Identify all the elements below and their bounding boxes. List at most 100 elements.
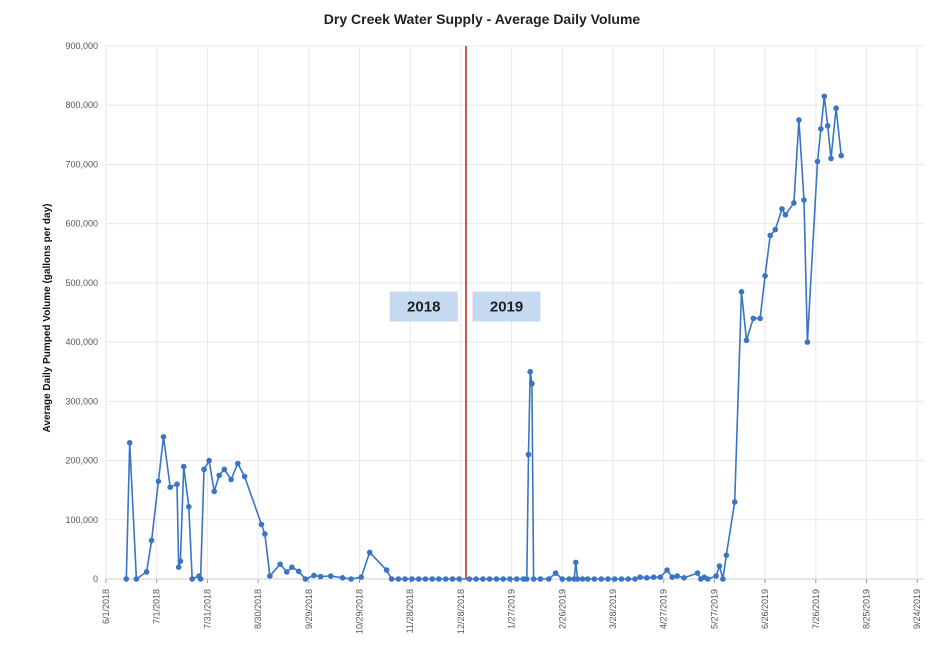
x-tick-label: 3/28/2019 — [608, 589, 618, 629]
data-point — [743, 337, 750, 344]
data-point — [262, 531, 268, 537]
data-point — [821, 93, 828, 100]
year-annotation-label: 2018 — [407, 299, 440, 316]
data-point — [657, 574, 664, 580]
x-tick-label: 7/26/2019 — [811, 589, 821, 629]
data-point — [466, 576, 473, 582]
data-point — [311, 572, 317, 579]
year-annotation: 2019 — [472, 291, 541, 322]
data-point — [738, 289, 745, 295]
x-tick-label: 6/26/2019 — [760, 589, 770, 629]
data-point — [669, 574, 675, 580]
data-point — [762, 273, 768, 279]
y-tick-label: 800,000 — [65, 100, 98, 110]
data-point — [415, 576, 422, 582]
data-point — [637, 574, 643, 580]
data-point — [584, 576, 591, 582]
data-point — [529, 380, 535, 387]
data-point — [235, 460, 241, 467]
chart-title: Dry Creek Water Supply - Average Daily V… — [324, 11, 641, 27]
data-point — [189, 576, 195, 582]
data-point — [530, 576, 537, 582]
y-tick-label: 400,000 — [65, 337, 98, 347]
data-point — [480, 576, 486, 582]
data-point — [796, 117, 802, 123]
data-point — [383, 567, 390, 573]
data-point — [258, 521, 265, 528]
x-tick-label: 1/27/2019 — [507, 589, 517, 629]
data-point — [598, 576, 604, 582]
annotations: 2018 2019 — [389, 291, 541, 322]
x-tick-label: 8/25/2019 — [862, 589, 872, 629]
data-point — [267, 573, 273, 579]
x-tick-label: 11/28/2018 — [405, 589, 415, 633]
data-point — [201, 466, 207, 473]
data-point — [574, 576, 581, 582]
data-point — [611, 576, 618, 582]
data-point — [716, 563, 723, 569]
data-point — [493, 576, 500, 582]
x-tick-label: 8/30/2018 — [253, 589, 263, 629]
x-tick-label: 5/27/2019 — [709, 589, 719, 629]
year-annotation-label: 2019 — [490, 299, 523, 316]
data-point — [750, 315, 757, 322]
data-point — [524, 576, 530, 582]
x-tick-label: 4/27/2019 — [659, 589, 669, 629]
data-point — [824, 123, 831, 129]
data-point — [782, 212, 789, 218]
data-point — [174, 481, 180, 488]
data-point — [211, 488, 217, 495]
data-point — [723, 552, 730, 559]
x-tick-label: 12/28/2018 — [456, 589, 466, 634]
data-point — [828, 155, 834, 162]
series-line — [125, 95, 842, 580]
data-point — [289, 564, 295, 570]
data-point — [804, 339, 811, 345]
data-point — [155, 478, 162, 485]
data-point — [167, 484, 173, 491]
data-point — [546, 576, 552, 582]
data-point — [402, 576, 408, 582]
data-point — [591, 576, 598, 582]
data-point — [674, 573, 680, 579]
data-point — [429, 576, 436, 582]
x-tick-label: 10/29/2018 — [355, 589, 365, 634]
x-tick-label: 9/24/2019 — [912, 589, 922, 629]
data-point — [241, 473, 248, 480]
data-point — [277, 561, 283, 567]
data-point — [681, 575, 687, 581]
data-point — [348, 576, 354, 582]
data-point — [814, 158, 821, 165]
year-annotation-box — [472, 291, 541, 322]
data-point — [791, 200, 797, 206]
data-point — [720, 576, 726, 582]
data-point — [388, 576, 395, 582]
data-point — [486, 576, 493, 582]
data-point — [704, 576, 711, 582]
data-point — [500, 576, 507, 582]
x-tick-label: 7/1/2018 — [152, 589, 162, 624]
data-point — [395, 576, 402, 582]
data-point — [731, 499, 738, 505]
data-point — [317, 573, 324, 580]
x-tick-label: 2/26/2019 — [557, 589, 567, 629]
data-point — [644, 575, 650, 581]
data-point — [713, 573, 719, 579]
y-tick-label: 500,000 — [65, 278, 98, 288]
y-tick-label: 900,000 — [65, 41, 98, 51]
data-point — [525, 451, 532, 458]
data-point — [757, 315, 763, 322]
data-point — [143, 569, 150, 575]
data-point — [186, 503, 192, 510]
x-tick-label: 6/1/2018 — [101, 589, 111, 624]
data-point — [302, 576, 309, 582]
data-point — [801, 197, 807, 203]
data-point — [216, 472, 222, 479]
y-tick-label: 300,000 — [65, 396, 98, 406]
data-point — [328, 573, 334, 579]
data-point — [605, 576, 611, 582]
data-point — [473, 576, 479, 582]
year-annotation: 2018 — [389, 291, 458, 322]
data-point — [197, 576, 204, 582]
